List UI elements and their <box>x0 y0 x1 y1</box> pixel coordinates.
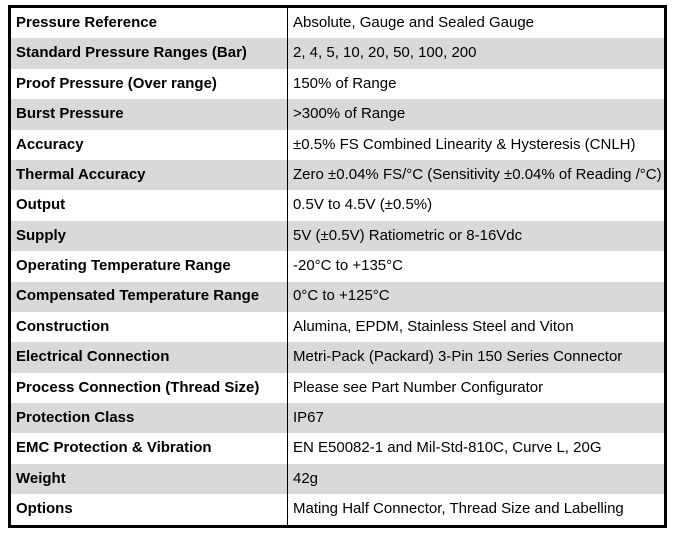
spec-value: Absolute, Gauge and Sealed Gauge <box>293 13 535 31</box>
table-row: Standard Pressure Ranges (Bar) 2, 4, 5, … <box>9 38 666 69</box>
spec-value: 42g <box>293 469 319 487</box>
table-row: Operating Temperature Range -20°C to +13… <box>9 251 666 282</box>
spec-value: 0°C to +125°C <box>293 287 390 305</box>
spec-label: Supply <box>9 220 288 252</box>
spec-value: Zero ±0.04% FS/°C (Sensitivity ±0.04% of… <box>293 165 662 183</box>
spec-value: >300% of Range <box>293 105 406 123</box>
spec-label: Pressure Reference <box>9 6 288 39</box>
spec-value: IP67 <box>293 409 324 427</box>
spec-label: Standard Pressure Ranges (Bar) <box>9 38 288 69</box>
spec-value: Please see Part Number Configurator <box>293 378 544 396</box>
spec-value: Metri-Pack (Packard) 3-Pin 150 Series Co… <box>293 348 623 366</box>
spec-label: Output <box>9 190 288 221</box>
spec-label: Protection Class <box>9 403 288 434</box>
spec-label: Compensated Temperature Range <box>9 281 288 312</box>
spec-table-body: Pressure Reference Absolute, Gauge and S… <box>9 6 666 527</box>
spec-value: 2, 4, 5, 10, 20, 50, 100, 200 <box>293 44 477 62</box>
table-row: Options Mating Half Connector, Thread Si… <box>9 494 666 527</box>
spec-label: Burst Pressure <box>9 99 288 130</box>
table-row: Process Connection (Thread Size) Please … <box>9 372 666 404</box>
table-row: Pressure Reference Absolute, Gauge and S… <box>9 6 666 39</box>
table-row: Construction Alumina, EPDM, Stainless St… <box>9 311 666 343</box>
table-row: Output 0.5V to 4.5V (±0.5%) <box>9 190 666 221</box>
table-row: Proof Pressure (Over range) 150% of Rang… <box>9 68 666 100</box>
spec-value: ±0.5% FS Combined Linearity & Hysteresis… <box>293 135 636 153</box>
table-row: Thermal Accuracy Zero ±0.04% FS/°C (Sens… <box>9 159 666 191</box>
spec-label: Operating Temperature Range <box>9 251 288 282</box>
specification-table: Pressure Reference Absolute, Gauge and S… <box>8 5 667 528</box>
spec-label: Options <box>9 494 288 527</box>
spec-label: Construction <box>9 311 288 343</box>
spec-label: Electrical Connection <box>9 342 288 373</box>
spec-value: 0.5V to 4.5V (±0.5%) <box>293 196 433 214</box>
table-row: EMC Protection & Vibration EN E50082-1 a… <box>9 433 666 464</box>
table-row: Compensated Temperature Range 0°C to +12… <box>9 281 666 312</box>
spec-label: Process Connection (Thread Size) <box>9 372 288 404</box>
spec-label: Weight <box>9 463 288 495</box>
spec-value: -20°C to +135°C <box>293 257 403 275</box>
table-row: Protection Class IP67 <box>9 403 666 434</box>
table-row: Burst Pressure >300% of Range <box>9 99 666 130</box>
table-row: Electrical Connection Metri-Pack (Packar… <box>9 342 666 373</box>
table-row: Supply 5V (±0.5V) Ratiometric or 8-16Vdc <box>9 220 666 252</box>
spec-sheet: Pressure Reference Absolute, Gauge and S… <box>8 5 667 528</box>
table-row: Weight 42g <box>9 463 666 495</box>
spec-label: EMC Protection & Vibration <box>9 433 288 464</box>
table-row: Accuracy ±0.5% FS Combined Linearity & H… <box>9 129 666 160</box>
spec-label: Accuracy <box>9 129 288 160</box>
spec-value: 5V (±0.5V) Ratiometric or 8-16Vdc <box>293 226 523 244</box>
spec-label: Proof Pressure (Over range) <box>9 68 288 100</box>
spec-value: 150% of Range <box>293 74 397 92</box>
spec-value: EN E50082-1 and Mil-Std-810C, Curve L, 2… <box>293 439 602 457</box>
spec-label: Thermal Accuracy <box>9 159 288 191</box>
spec-value: Mating Half Connector, Thread Size and L… <box>293 500 624 518</box>
spec-value: Alumina, EPDM, Stainless Steel and Viton <box>293 317 574 335</box>
